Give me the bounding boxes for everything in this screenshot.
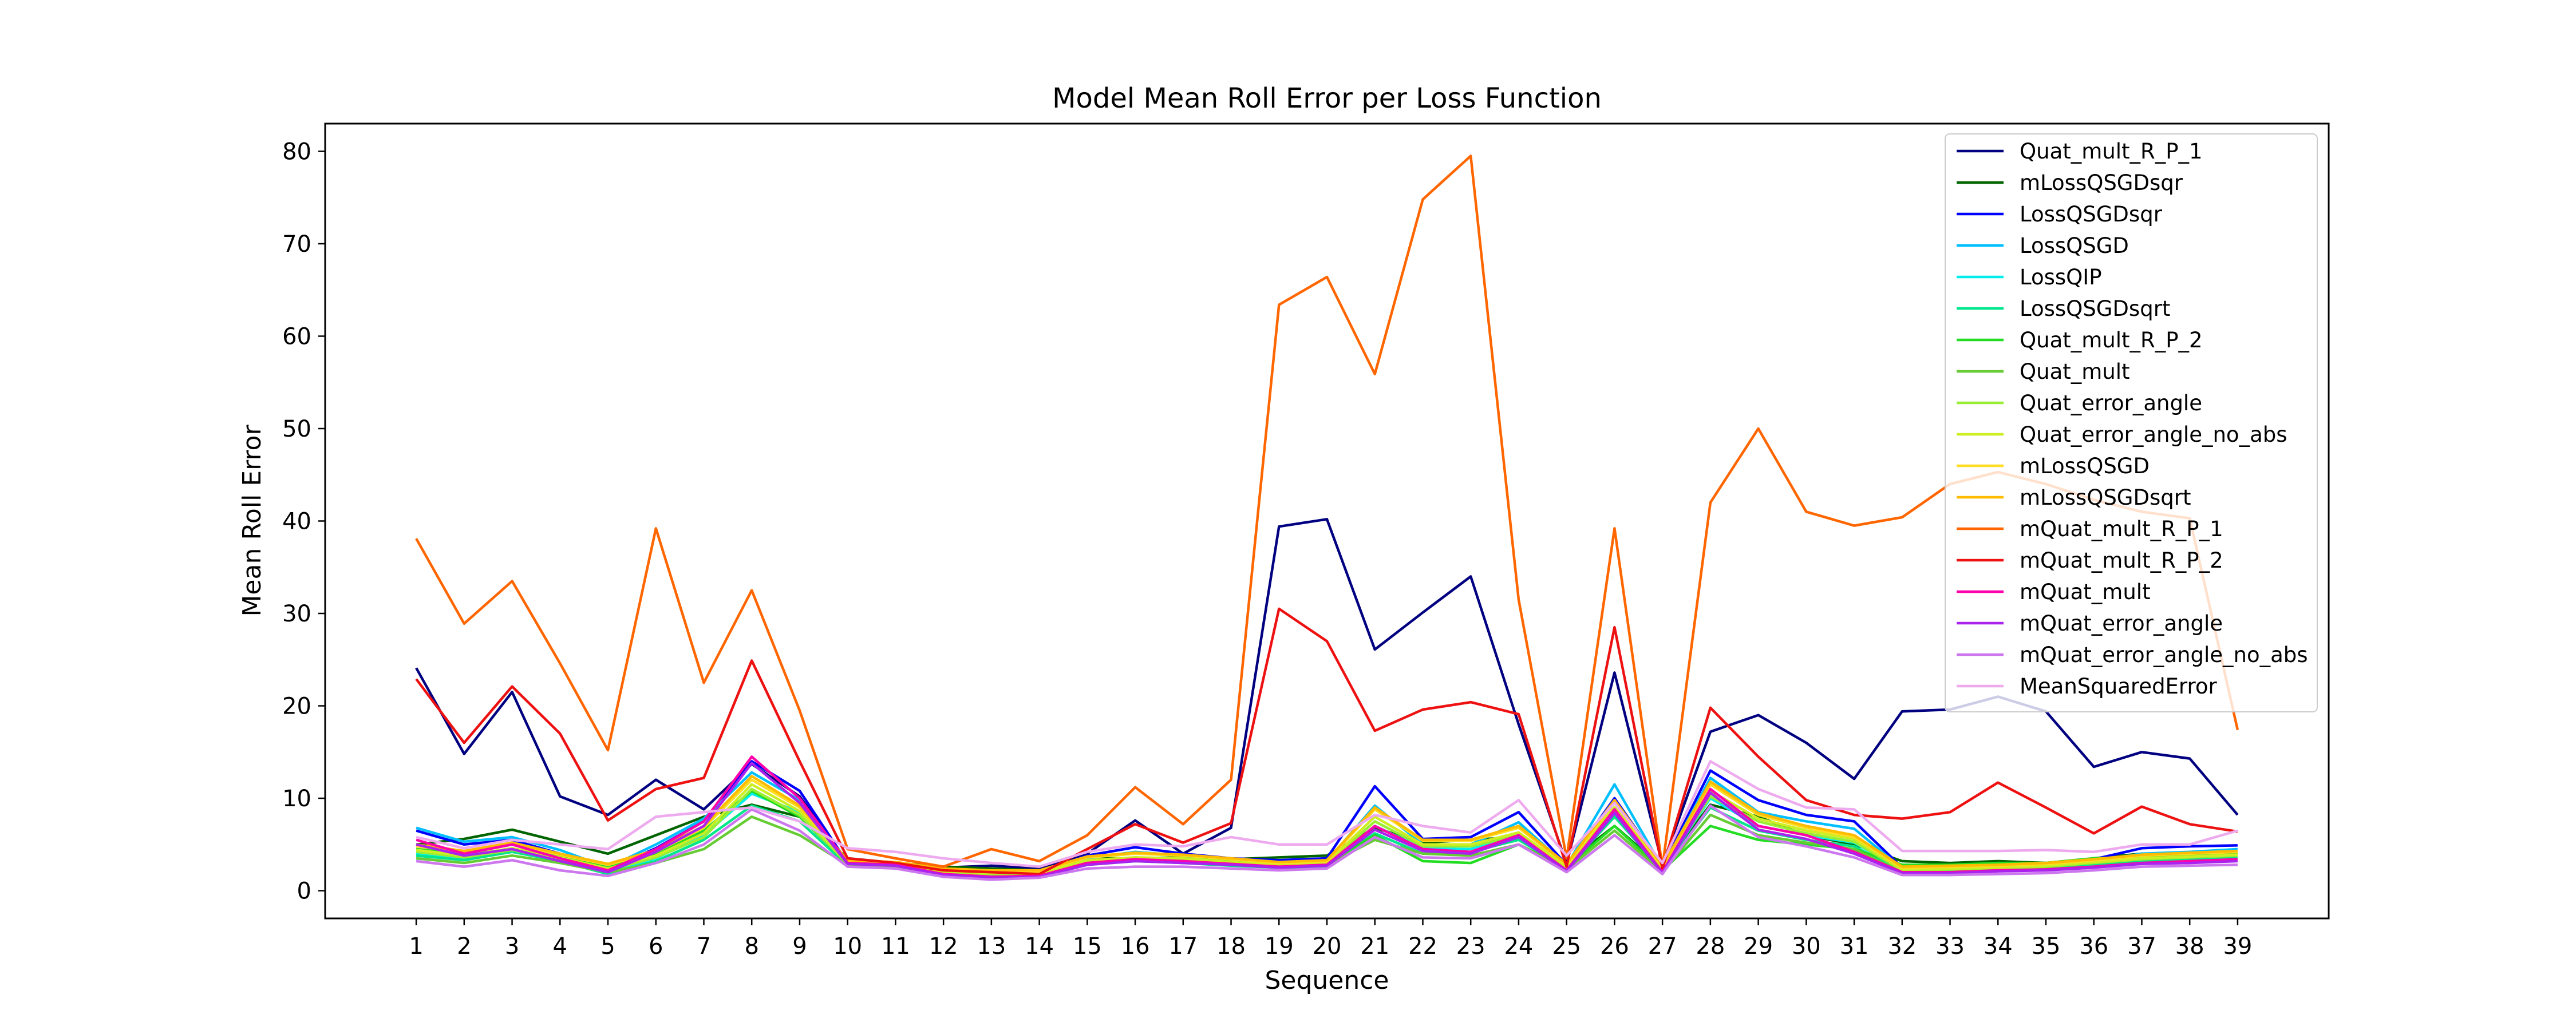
- x-tick-label: 19: [1265, 933, 1294, 960]
- x-tick-label: 21: [1360, 933, 1389, 960]
- series-line-2: [416, 760, 2238, 876]
- legend-label: mQuat_error_angle_no_abs: [2020, 643, 2308, 667]
- x-tick-label: 23: [1456, 933, 1485, 960]
- legend-label: LossQSGDsqr: [2020, 202, 2163, 227]
- legend-label: Quat_mult_R_P_1: [2020, 139, 2203, 164]
- x-tick-label: 4: [553, 933, 567, 960]
- legend: Quat_mult_R_P_1 mLossQSGDsqr LossQSGDsqr Lo…: [1945, 133, 2318, 712]
- legend-label: mLossQSGDsqr: [2020, 171, 2183, 195]
- legend-label: mQuat_error_angle: [2020, 611, 2223, 636]
- x-tick-label: 22: [1408, 933, 1437, 960]
- x-tick-label: 14: [1025, 933, 1054, 960]
- y-tick-label: 0: [297, 878, 311, 905]
- x-tick-label: 15: [1073, 933, 1102, 960]
- series-line-16: [416, 804, 2238, 881]
- legend-frame: [1945, 133, 2318, 712]
- x-tick-label: 9: [792, 933, 807, 960]
- x-tick-label: 18: [1216, 933, 1246, 960]
- y-tick-label: 80: [282, 138, 311, 165]
- x-tick-label: 17: [1168, 933, 1198, 960]
- y-tick-label: 30: [282, 601, 311, 627]
- x-tick-label: 25: [1552, 933, 1581, 960]
- y-tick-label: 20: [282, 694, 311, 720]
- x-tick-label: 24: [1504, 933, 1533, 960]
- series-lines: [415, 154, 2239, 881]
- series-line-0: [415, 518, 2239, 870]
- x-tick-label: 29: [1744, 933, 1773, 960]
- x-tick-label: 26: [1600, 933, 1629, 960]
- x-tick-label: 34: [1984, 933, 2013, 960]
- y-tick-label: 40: [282, 509, 311, 535]
- legend-label: LossQSGDsqrt: [2020, 296, 2170, 321]
- legend-label: Quat_mult_R_P_2: [2020, 328, 2203, 352]
- x-tick-label: 12: [929, 933, 958, 960]
- x-tick-label: 8: [744, 933, 758, 960]
- x-tick-label: 13: [977, 933, 1006, 960]
- legend-label: MeanSquaredError: [2020, 674, 2218, 699]
- legend-label: mLossQSGDsqrt: [2020, 485, 2191, 510]
- y-tick-label: 60: [282, 323, 311, 350]
- x-tick-label: 35: [2032, 933, 2061, 960]
- legend-label: LossQSGD: [2020, 233, 2129, 258]
- series-line-17: [416, 760, 2238, 868]
- x-tick-label: 5: [600, 933, 615, 960]
- x-tick-label: 20: [1313, 933, 1342, 960]
- legend-label: Quat_error_angle_no_abs: [2020, 422, 2287, 447]
- x-tick-label: 1: [409, 933, 423, 960]
- x-tick-label: 10: [833, 933, 862, 960]
- chart-title: Model Mean Roll Error per Loss Function: [1052, 82, 1602, 114]
- y-tick-label: 10: [282, 786, 311, 812]
- x-tick-label: 33: [1935, 933, 1965, 960]
- legend-items: Quat_mult_R_P_1 mLossQSGDsqr LossQSGDsqr Lo…: [1957, 139, 2308, 699]
- x-tick-label: 11: [881, 933, 910, 960]
- x-tick-label: 2: [457, 933, 471, 960]
- x-tick-label: 3: [505, 933, 519, 960]
- x-tick-label: 27: [1648, 933, 1677, 960]
- series-line-15: [416, 762, 2238, 880]
- legend-label: mLossQSGD: [2020, 454, 2150, 478]
- y-axis-label: Mean Roll Error: [238, 425, 267, 617]
- x-tick-label: 32: [1887, 933, 1917, 960]
- x-tick-label: 38: [2175, 933, 2204, 960]
- x-tick-label: 36: [2079, 933, 2108, 960]
- legend-label: LossQIP: [2020, 265, 2102, 290]
- y-tick-label: 50: [282, 416, 311, 442]
- x-tick-label: 6: [649, 933, 663, 960]
- series-line-12: [415, 154, 2239, 869]
- x-tick-label: 30: [1792, 933, 1821, 960]
- x-tick-label: 16: [1121, 933, 1150, 960]
- x-tick-label: 37: [2127, 933, 2156, 960]
- legend-label: mQuat_mult: [2020, 580, 2151, 604]
- legend-label: mQuat_mult_R_P_2: [2020, 548, 2223, 573]
- x-tick-label: 7: [697, 933, 711, 960]
- x-axis-label: Sequence: [1265, 966, 1389, 995]
- y-tick-label: 70: [282, 231, 311, 258]
- x-tick-label: 31: [1840, 933, 1869, 960]
- y-axis-ticks: 0 10 20 30 40 50 60 70 80: [282, 138, 325, 905]
- x-tick-label: 39: [2223, 933, 2252, 960]
- x-axis-ticks: 1 2 3 4 5 6 7 8 9 10 11 12 13 14 15 16 17 18 19 20 21 22 23 24 2…: [409, 918, 2252, 960]
- legend-label: Quat_mult: [2020, 359, 2130, 384]
- legend-label: Quat_error_angle: [2020, 391, 2202, 415]
- x-tick-label: 28: [1696, 933, 1725, 960]
- series-line-9: [416, 783, 2238, 875]
- legend-label: mQuat_mult_R_P_1: [2020, 517, 2223, 541]
- series-line-13: [415, 607, 2238, 876]
